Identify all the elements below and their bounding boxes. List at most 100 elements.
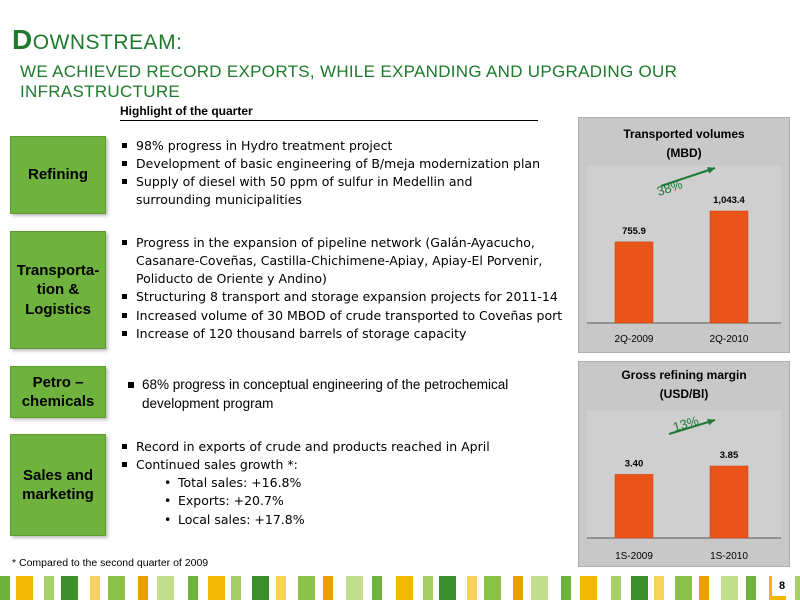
- data-label: 3.85: [720, 450, 739, 461]
- refining-label: Refining: [28, 166, 88, 184]
- sales-list: Record in exports of crude and products …: [120, 438, 490, 529]
- transport-label-3: Logistics: [25, 300, 91, 318]
- highlight-heading: Highlight of the quarter: [120, 104, 538, 121]
- stripe: [372, 576, 382, 600]
- bar: [709, 210, 749, 324]
- stripe: [561, 576, 571, 600]
- decorative-stripes: [0, 576, 800, 600]
- stripe: [90, 576, 100, 600]
- tick-label: 1S-2010: [710, 551, 748, 562]
- refining-item: 98% progress in Hydro treatment project: [120, 137, 540, 155]
- sales-item: Continued sales growth *:: [120, 456, 490, 474]
- chart-svg: Transported volumes (MBD) 755.9 2Q-2009 1,04…: [587, 127, 781, 345]
- page-subtitle: WE ACHIEVED RECORD EXPORTS, WHILE EXPAND…: [20, 62, 678, 101]
- sales-label-2: marketing: [22, 486, 94, 503]
- bar: [614, 241, 654, 324]
- stripe: [157, 576, 174, 600]
- chart-title-unit: (MBD): [666, 146, 701, 160]
- stripe: [423, 576, 433, 600]
- petro-list: 68% progress in conceptual engineering o…: [128, 376, 548, 414]
- transport-box: Transporta-tion & Logistics: [10, 231, 106, 349]
- stripe: [531, 576, 548, 600]
- stripe: [188, 576, 198, 600]
- stripe: [323, 576, 333, 600]
- petro-label-2: chemicals: [21, 393, 95, 410]
- chart-title: Transported volumes: [623, 127, 745, 141]
- stripe: [631, 576, 648, 600]
- transport-item-cont: Casanare-Coveñas, Castilla-Chichimene-Ap…: [136, 253, 543, 269]
- stripe: [721, 576, 738, 600]
- stripe: [108, 576, 125, 600]
- stripe: [699, 576, 709, 600]
- sales-label-1: Sales and: [22, 466, 94, 484]
- bar: [709, 465, 749, 539]
- petro-label-1: Petro –: [32, 373, 84, 391]
- title-first-letter: D: [12, 24, 33, 55]
- tick-label: 2Q-2009: [615, 334, 654, 345]
- data-label: 3.40: [625, 458, 644, 469]
- transport-item: Increased volume of 30 MBOD of crude tra…: [120, 307, 562, 325]
- stripe: [44, 576, 54, 600]
- data-label: 1,043.4: [713, 195, 745, 206]
- transport-item: Increase of 120 thousand barrels of stor…: [120, 325, 562, 343]
- sales-sub-item: Local sales: +17.8%: [120, 511, 490, 529]
- stripe: [16, 576, 33, 600]
- transport-label-1: Transporta-: [16, 261, 100, 279]
- transport-label-2: tion &: [36, 281, 80, 299]
- stripe: [231, 576, 241, 600]
- stripe: [346, 576, 363, 600]
- chart-title: Gross refining margin: [621, 368, 746, 382]
- petro-item-cont: development program: [142, 395, 274, 411]
- sales-box: Sales and marketing: [10, 434, 106, 536]
- transport-item-cont: Poliducto de Oriente y Andino): [136, 271, 327, 287]
- transport-item: Progress in the expansion of pipeline ne…: [120, 234, 562, 252]
- stripe: [611, 576, 621, 600]
- chart-refining-margin: Gross refining margin (USD/Bl) 3.40 1S-2009…: [578, 361, 790, 567]
- stripe: [61, 576, 78, 600]
- growth-arrow-head: [707, 166, 715, 174]
- refining-item: Development of basic engineering of B/me…: [120, 155, 540, 173]
- stripe: [298, 576, 315, 600]
- bar: [614, 474, 654, 539]
- refining-list: 98% progress in Hydro treatment project …: [120, 137, 540, 210]
- transport-item: Structuring 8 transport and storage expa…: [120, 288, 562, 306]
- petro-item: 68% progress in conceptual engineering o…: [128, 376, 548, 395]
- page-number: 8: [772, 576, 792, 596]
- stripe: [746, 576, 756, 600]
- tick-label: 1S-2009: [615, 551, 653, 562]
- growth-arrow-head: [707, 418, 715, 426]
- stripe: [467, 576, 477, 600]
- growth-arrow: [660, 167, 716, 187]
- stripe: [675, 576, 692, 600]
- sales-sub-item: Exports: +20.7%: [120, 492, 490, 510]
- stripe: [252, 576, 269, 600]
- page-title: DOWNSTREAM:: [12, 24, 182, 56]
- sales-item: Record in exports of crude and products …: [120, 438, 490, 456]
- refining-item-cont: surrounding municipalities: [136, 192, 302, 208]
- refining-item: Supply of diesel with 50 ppm of sulfur i…: [120, 173, 540, 191]
- stripe: [484, 576, 501, 600]
- sales-sub-item: Total sales: +16.8%: [120, 474, 490, 492]
- stripe: [138, 576, 148, 600]
- chart-svg: Gross refining margin (USD/Bl) 3.40 1S-2009…: [587, 368, 781, 562]
- petro-box: Petro – chemicals: [10, 366, 106, 418]
- growth-arrow: [668, 419, 716, 435]
- stripe: [0, 576, 10, 600]
- stripe: [276, 576, 286, 600]
- refining-box: Refining: [10, 136, 106, 214]
- stripe: [439, 576, 456, 600]
- stripe: [513, 576, 523, 600]
- tick-label: 2Q-2010: [710, 334, 749, 345]
- chart-title-unit: (USD/Bl): [660, 387, 709, 401]
- footnote: * Compared to the second quarter of 2009: [12, 557, 209, 569]
- data-label: 755.9: [622, 226, 646, 237]
- stripe: [654, 576, 664, 600]
- stripe: [208, 576, 225, 600]
- growth-label: 13%: [671, 413, 701, 435]
- stripe: [396, 576, 413, 600]
- stripe: [580, 576, 597, 600]
- stripe: [795, 576, 800, 600]
- transport-list: Progress in the expansion of pipeline ne…: [120, 234, 562, 343]
- title-rest: OWNSTREAM:: [32, 31, 183, 54]
- chart-transported-volumes: Transported volumes (MBD) 755.9 2Q-2009 1,04…: [578, 117, 790, 353]
